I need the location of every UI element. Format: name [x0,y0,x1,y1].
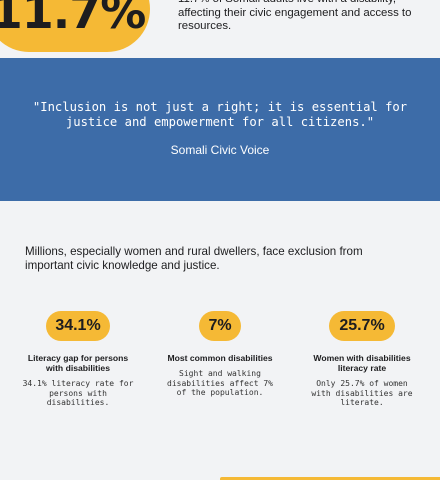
stat-value-badge: 25.7% [329,311,395,341]
quote-section: "Inclusion is not just a right; it is es… [0,58,440,201]
header-section: 11.7% 11.7% of Somali adults live with a… [0,0,440,58]
intro-text: Millions, especially women and rural dwe… [25,245,363,272]
stat-value-badge: 34.1% [46,311,110,341]
quote-source: Somali Civic Voice [170,143,270,157]
stat-description: Only 25.7% of women with disabilities ar… [311,379,413,407]
stat-description: 34.1% literacy rate for persons with dis… [22,379,134,407]
stats-section: Millions, especially women and rural dwe… [0,201,440,480]
accent-bar [220,477,440,480]
stat-card: 25.7% Women with disabilities literacy r… [306,311,418,408]
stat-card: 34.1% Literacy gap for persons with disa… [22,311,134,408]
stat-label: Women with disabilities literacy rate [313,353,411,373]
quote-text: "Inclusion is not just a right; it is es… [32,100,408,129]
stat-label: Most common disabilities [167,353,273,363]
stat-value-badge: 7% [199,311,241,341]
big-stat-value: 11.7% [0,0,146,39]
stat-description: Sight and walking disabilities affect 7%… [167,369,273,397]
stat-card: 7% Most common disabilities Sight and wa… [164,311,276,398]
header-text: 11.7% of Somali adults live with a disab… [178,0,412,32]
big-stat-badge: 11.7% [0,0,150,52]
stat-label: Literacy gap for persons with disabiliti… [27,353,129,373]
